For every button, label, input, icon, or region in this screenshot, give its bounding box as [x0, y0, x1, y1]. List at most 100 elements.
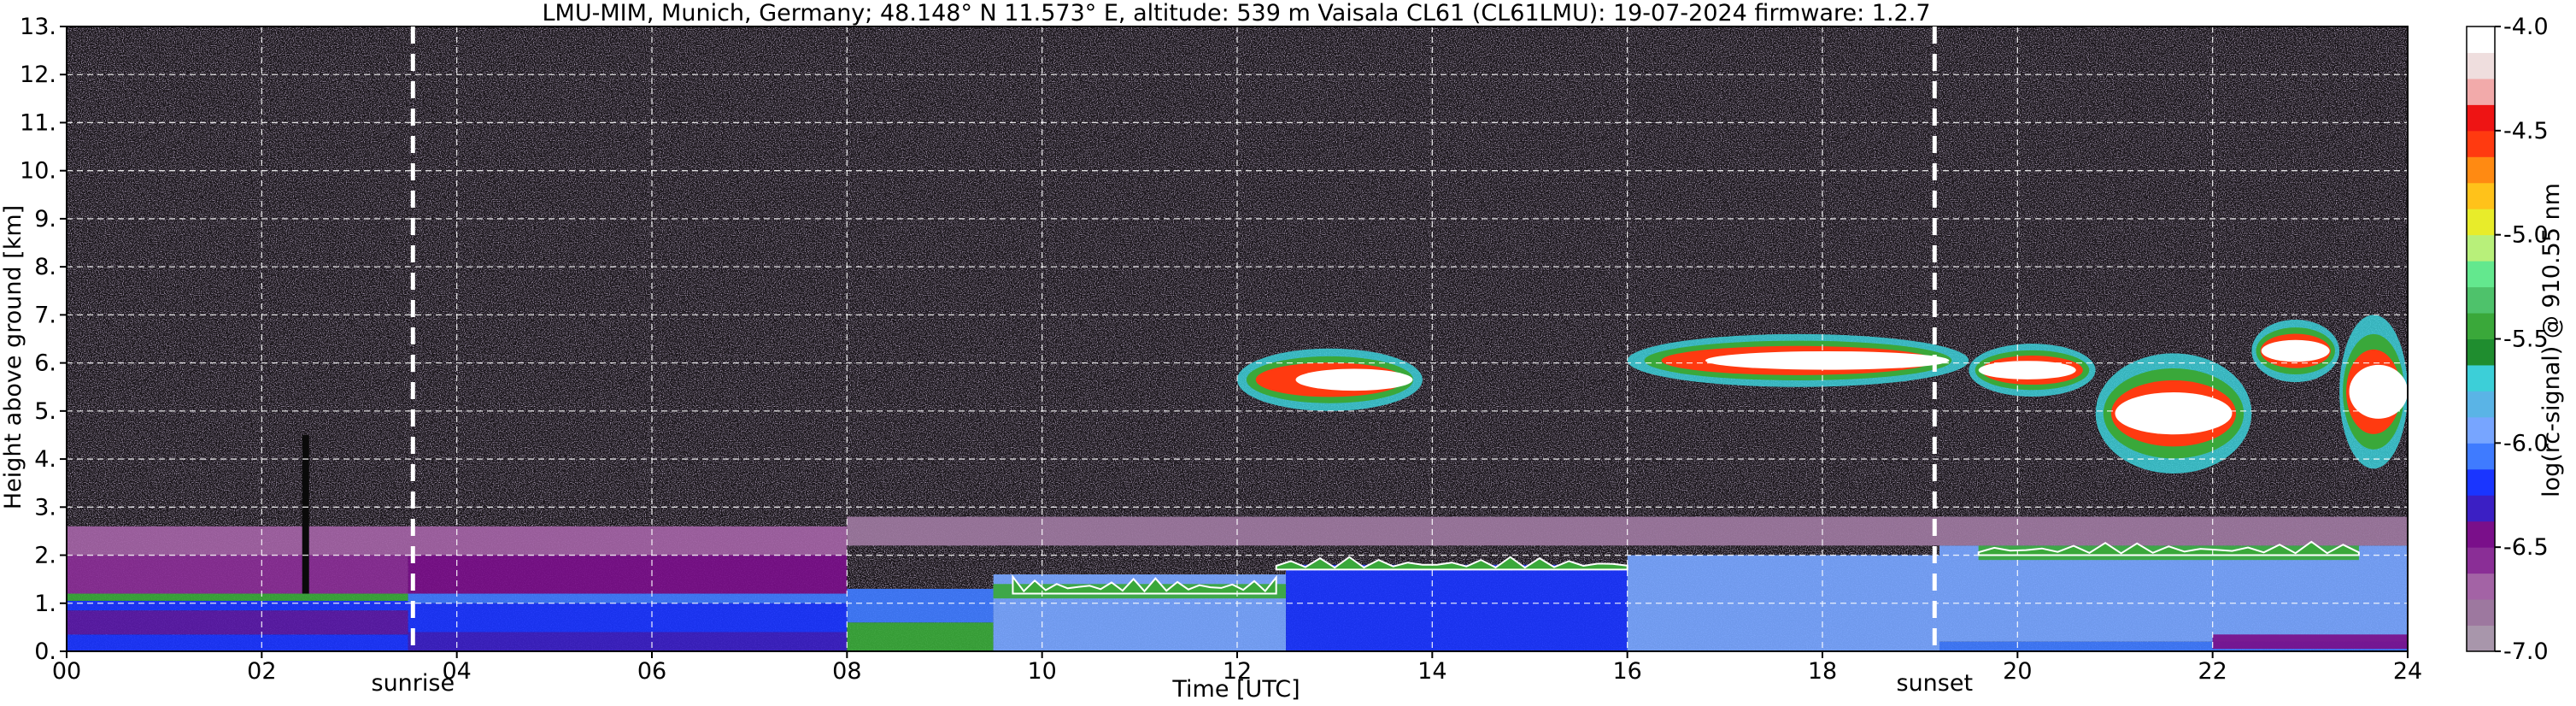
colorbar-segment: [2467, 286, 2495, 314]
y-tick-label: 0.: [34, 638, 56, 665]
cloud-core: [2115, 392, 2233, 435]
colorbar-segment: [2467, 52, 2495, 79]
y-tick-label: 10.: [20, 158, 56, 185]
colorbar-segment: [2467, 182, 2495, 209]
boundary-cloud-0: [1012, 574, 1277, 595]
y-tick-label: 1.: [34, 591, 56, 617]
cloud-layer-2: [1969, 344, 2096, 397]
x-tick-label: 00: [52, 658, 81, 685]
colorbar-tick-label: -5.5: [2503, 327, 2549, 353]
cloud-layer-3: [2095, 353, 2252, 474]
colorbar-segment: [2467, 443, 2495, 470]
sun-markers: sunrise sunset: [372, 26, 1974, 697]
colorbar-label: log(rc-signal) @ 910.55 nm: [2538, 183, 2565, 497]
aerosol-layer-19: [2212, 634, 2408, 650]
y-tick-label: 3.: [34, 494, 56, 521]
colorbar-segment: [2467, 625, 2495, 652]
cloud-layer-1: [1627, 333, 1969, 387]
colorbar-tick-label: -4.0: [2503, 14, 2549, 40]
aerosol-layer-17: [1939, 641, 2408, 651]
x-tick-label: 08: [832, 658, 861, 685]
y-tick-label: 4.: [34, 446, 56, 473]
x-tick-label: 18: [1808, 658, 1837, 685]
marker-label-sunrise: sunrise: [372, 670, 455, 697]
colorbar-segment: [2467, 547, 2495, 574]
colorbar-segment: [2467, 130, 2495, 157]
colorbar-segment: [2467, 391, 2495, 418]
aerosol-layer-6: [408, 632, 848, 651]
aerosol-layer-4: [67, 555, 408, 594]
x-tick-label: 12: [1223, 658, 1252, 685]
colorbar-segment: [2467, 416, 2495, 444]
colorbar-segment: [2467, 364, 2495, 391]
aerosol-layer-9: [408, 555, 848, 594]
colorbar-tick-label: -7.0: [2503, 638, 2549, 665]
aerosol-layer-2: [67, 600, 408, 611]
y-tick-label: 11.: [20, 109, 56, 136]
x-axis-label: Time [UTC]: [1171, 676, 1300, 703]
y-tick-label: 5.: [34, 398, 56, 425]
x-tick-label: 16: [1612, 658, 1641, 685]
colorbar-segment: [2467, 468, 2495, 496]
aerosol-layer-14: [1286, 564, 1628, 651]
y-axis-label: Height above ground [km]: [0, 205, 26, 509]
colorbar-segment: [2467, 209, 2495, 236]
x-tick-label: 24: [2393, 658, 2422, 685]
y-tick-label: 12.: [20, 62, 56, 88]
cloud-layer-4: [2251, 320, 2340, 383]
colorbar-tick-label: -6.0: [2503, 430, 2549, 456]
x-tick-label: 20: [2003, 658, 2032, 685]
y-tick-label: 2.: [34, 543, 56, 569]
boundary-cloud-2: [1977, 540, 2360, 556]
y-axis: 0. 1. 2. 3. 4. 5. 6. 7. 8. 9. 10. 11. 12. 13.: [20, 14, 67, 665]
x-axis: 00 02 04 06 08 10 12 14 16 18 20 22 24: [52, 651, 2422, 685]
cloud-core: [1705, 350, 1950, 370]
cloud-core: [2261, 339, 2330, 362]
aerosol-layer-8: [408, 593, 848, 603]
colorbar-segment: [2467, 313, 2495, 339]
chart-title: LMU-MIM, Munich, Germany; 48.148° N 11.5…: [542, 0, 1930, 26]
cloud-core: [1295, 368, 1413, 391]
x-tick-label: 22: [2198, 658, 2227, 685]
cloud-layer-5: [2339, 315, 2408, 469]
colorbar-segment: [2467, 234, 2495, 262]
colorbar-segment: [2467, 521, 2495, 548]
y-tick-label: 13.: [20, 14, 56, 40]
colorbar-segment: [2467, 78, 2495, 105]
plume-0: [302, 434, 309, 594]
colorbar-segment: [2467, 338, 2495, 366]
cloud-layer-0: [1237, 348, 1423, 411]
colorbar-segment: [2467, 573, 2495, 600]
x-tick-label: 04: [442, 658, 471, 685]
x-tick-label: 02: [247, 658, 276, 685]
colorbar-segment: [2467, 599, 2495, 627]
y-tick-label: 7.: [34, 302, 56, 328]
colorbar-segment: [2467, 156, 2495, 184]
y-tick-label: 8.: [34, 254, 56, 280]
boundary-cloud-1: [1275, 556, 1628, 571]
x-tick-label: 06: [637, 658, 666, 685]
marker-label-sunset: sunset: [1897, 670, 1974, 697]
aerosol-layer-10: [847, 622, 994, 651]
x-tick-label: 10: [1027, 658, 1056, 685]
y-tick-label: 6.: [34, 350, 56, 377]
colorbar-tick-label: -6.5: [2503, 534, 2549, 561]
cloud-core: [2349, 364, 2408, 419]
x-tick-label: 14: [1417, 658, 1446, 685]
colorbar-segment: [2467, 261, 2495, 288]
cloud-core: [1978, 361, 2076, 379]
colorbar-tick-label: -5.0: [2503, 222, 2549, 249]
aerosol-layer-3: [67, 593, 408, 601]
colorbar-segment: [2467, 104, 2495, 132]
colorbar-tick-label: -4.5: [2503, 118, 2549, 144]
aerosol-layer-7: [408, 603, 848, 632]
colorbar-segment: [2467, 495, 2495, 522]
gridlines: [67, 26, 2408, 651]
aerosol-layer-0: [67, 634, 408, 651]
y-tick-label: 9.: [34, 206, 56, 232]
aerosol-layer-11: [847, 588, 994, 623]
aerosol-layer-1: [67, 610, 408, 635]
colorbar: -4.0 -4.5 -5.0 -5.5 -6.0 -6.5 -7.0: [2466, 14, 2549, 665]
colorbar-segment: [2467, 26, 2495, 53]
